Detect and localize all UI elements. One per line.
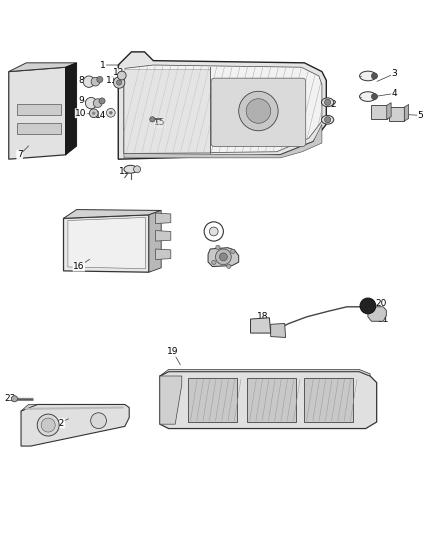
Polygon shape bbox=[68, 217, 145, 269]
Text: 6: 6 bbox=[387, 111, 393, 120]
Polygon shape bbox=[188, 378, 237, 422]
Polygon shape bbox=[160, 376, 182, 424]
Text: 18: 18 bbox=[257, 312, 268, 321]
Polygon shape bbox=[9, 67, 66, 159]
Circle shape bbox=[117, 80, 122, 85]
Ellipse shape bbox=[360, 71, 376, 81]
Text: 21: 21 bbox=[378, 314, 389, 324]
Circle shape bbox=[99, 98, 105, 104]
Ellipse shape bbox=[124, 165, 137, 173]
Text: 11: 11 bbox=[106, 76, 117, 85]
Polygon shape bbox=[155, 231, 171, 241]
Circle shape bbox=[360, 298, 376, 314]
Circle shape bbox=[83, 76, 95, 87]
Text: 14: 14 bbox=[95, 111, 106, 120]
Text: 4: 4 bbox=[392, 89, 397, 98]
Circle shape bbox=[89, 109, 98, 118]
Text: 15: 15 bbox=[154, 118, 166, 127]
Text: 10: 10 bbox=[75, 109, 87, 118]
Circle shape bbox=[37, 414, 59, 436]
Circle shape bbox=[91, 413, 106, 429]
Polygon shape bbox=[21, 405, 129, 446]
Circle shape bbox=[134, 166, 141, 173]
Polygon shape bbox=[155, 213, 171, 223]
Circle shape bbox=[231, 249, 235, 254]
Text: 17: 17 bbox=[218, 253, 229, 262]
Text: 3: 3 bbox=[391, 69, 397, 78]
Polygon shape bbox=[155, 249, 171, 260]
Circle shape bbox=[371, 73, 378, 79]
Circle shape bbox=[371, 93, 378, 100]
Polygon shape bbox=[271, 324, 286, 337]
Polygon shape bbox=[247, 378, 296, 422]
Circle shape bbox=[93, 99, 102, 108]
Text: 9: 9 bbox=[78, 95, 84, 104]
Ellipse shape bbox=[360, 92, 376, 101]
Circle shape bbox=[91, 77, 100, 86]
Text: 20: 20 bbox=[375, 299, 387, 308]
Text: 13: 13 bbox=[119, 167, 131, 176]
Polygon shape bbox=[404, 104, 409, 121]
Circle shape bbox=[325, 117, 331, 123]
Circle shape bbox=[150, 117, 155, 122]
Circle shape bbox=[41, 418, 55, 432]
Circle shape bbox=[239, 91, 278, 131]
Text: 19: 19 bbox=[167, 348, 179, 357]
FancyBboxPatch shape bbox=[211, 78, 306, 147]
Text: 16: 16 bbox=[73, 262, 85, 271]
Circle shape bbox=[227, 264, 231, 269]
Circle shape bbox=[85, 98, 97, 109]
Text: 7: 7 bbox=[17, 150, 23, 159]
Polygon shape bbox=[64, 215, 149, 272]
Ellipse shape bbox=[321, 115, 334, 124]
Polygon shape bbox=[124, 65, 322, 154]
Circle shape bbox=[92, 111, 95, 115]
Circle shape bbox=[11, 395, 18, 402]
Polygon shape bbox=[21, 405, 37, 411]
Ellipse shape bbox=[321, 98, 334, 107]
Polygon shape bbox=[17, 123, 61, 134]
Polygon shape bbox=[389, 107, 404, 121]
Circle shape bbox=[212, 260, 216, 264]
Polygon shape bbox=[9, 63, 77, 71]
Circle shape bbox=[113, 77, 125, 88]
Polygon shape bbox=[368, 307, 386, 321]
Circle shape bbox=[246, 99, 271, 123]
Polygon shape bbox=[124, 65, 322, 154]
Circle shape bbox=[117, 71, 126, 80]
Text: 23: 23 bbox=[4, 394, 15, 403]
Polygon shape bbox=[387, 103, 391, 119]
Text: 5: 5 bbox=[417, 111, 424, 120]
Text: 1: 1 bbox=[100, 61, 106, 69]
Text: 8: 8 bbox=[78, 76, 84, 85]
Polygon shape bbox=[149, 211, 161, 272]
Text: 22: 22 bbox=[53, 419, 65, 428]
Circle shape bbox=[325, 99, 331, 106]
Polygon shape bbox=[160, 372, 377, 429]
Polygon shape bbox=[17, 104, 61, 115]
Polygon shape bbox=[251, 318, 271, 333]
Circle shape bbox=[215, 249, 231, 265]
Circle shape bbox=[215, 245, 220, 249]
Circle shape bbox=[109, 111, 113, 115]
Polygon shape bbox=[118, 52, 326, 159]
Circle shape bbox=[106, 108, 115, 117]
Polygon shape bbox=[208, 248, 239, 266]
Polygon shape bbox=[124, 69, 210, 154]
Polygon shape bbox=[124, 124, 322, 158]
Polygon shape bbox=[304, 378, 353, 422]
Circle shape bbox=[219, 253, 227, 261]
Text: 2: 2 bbox=[330, 100, 336, 109]
Polygon shape bbox=[371, 106, 387, 119]
Polygon shape bbox=[66, 63, 77, 155]
Text: 12: 12 bbox=[113, 68, 124, 77]
Circle shape bbox=[204, 222, 223, 241]
Polygon shape bbox=[160, 369, 370, 376]
Polygon shape bbox=[64, 209, 161, 219]
Circle shape bbox=[209, 227, 218, 236]
Circle shape bbox=[97, 76, 103, 83]
